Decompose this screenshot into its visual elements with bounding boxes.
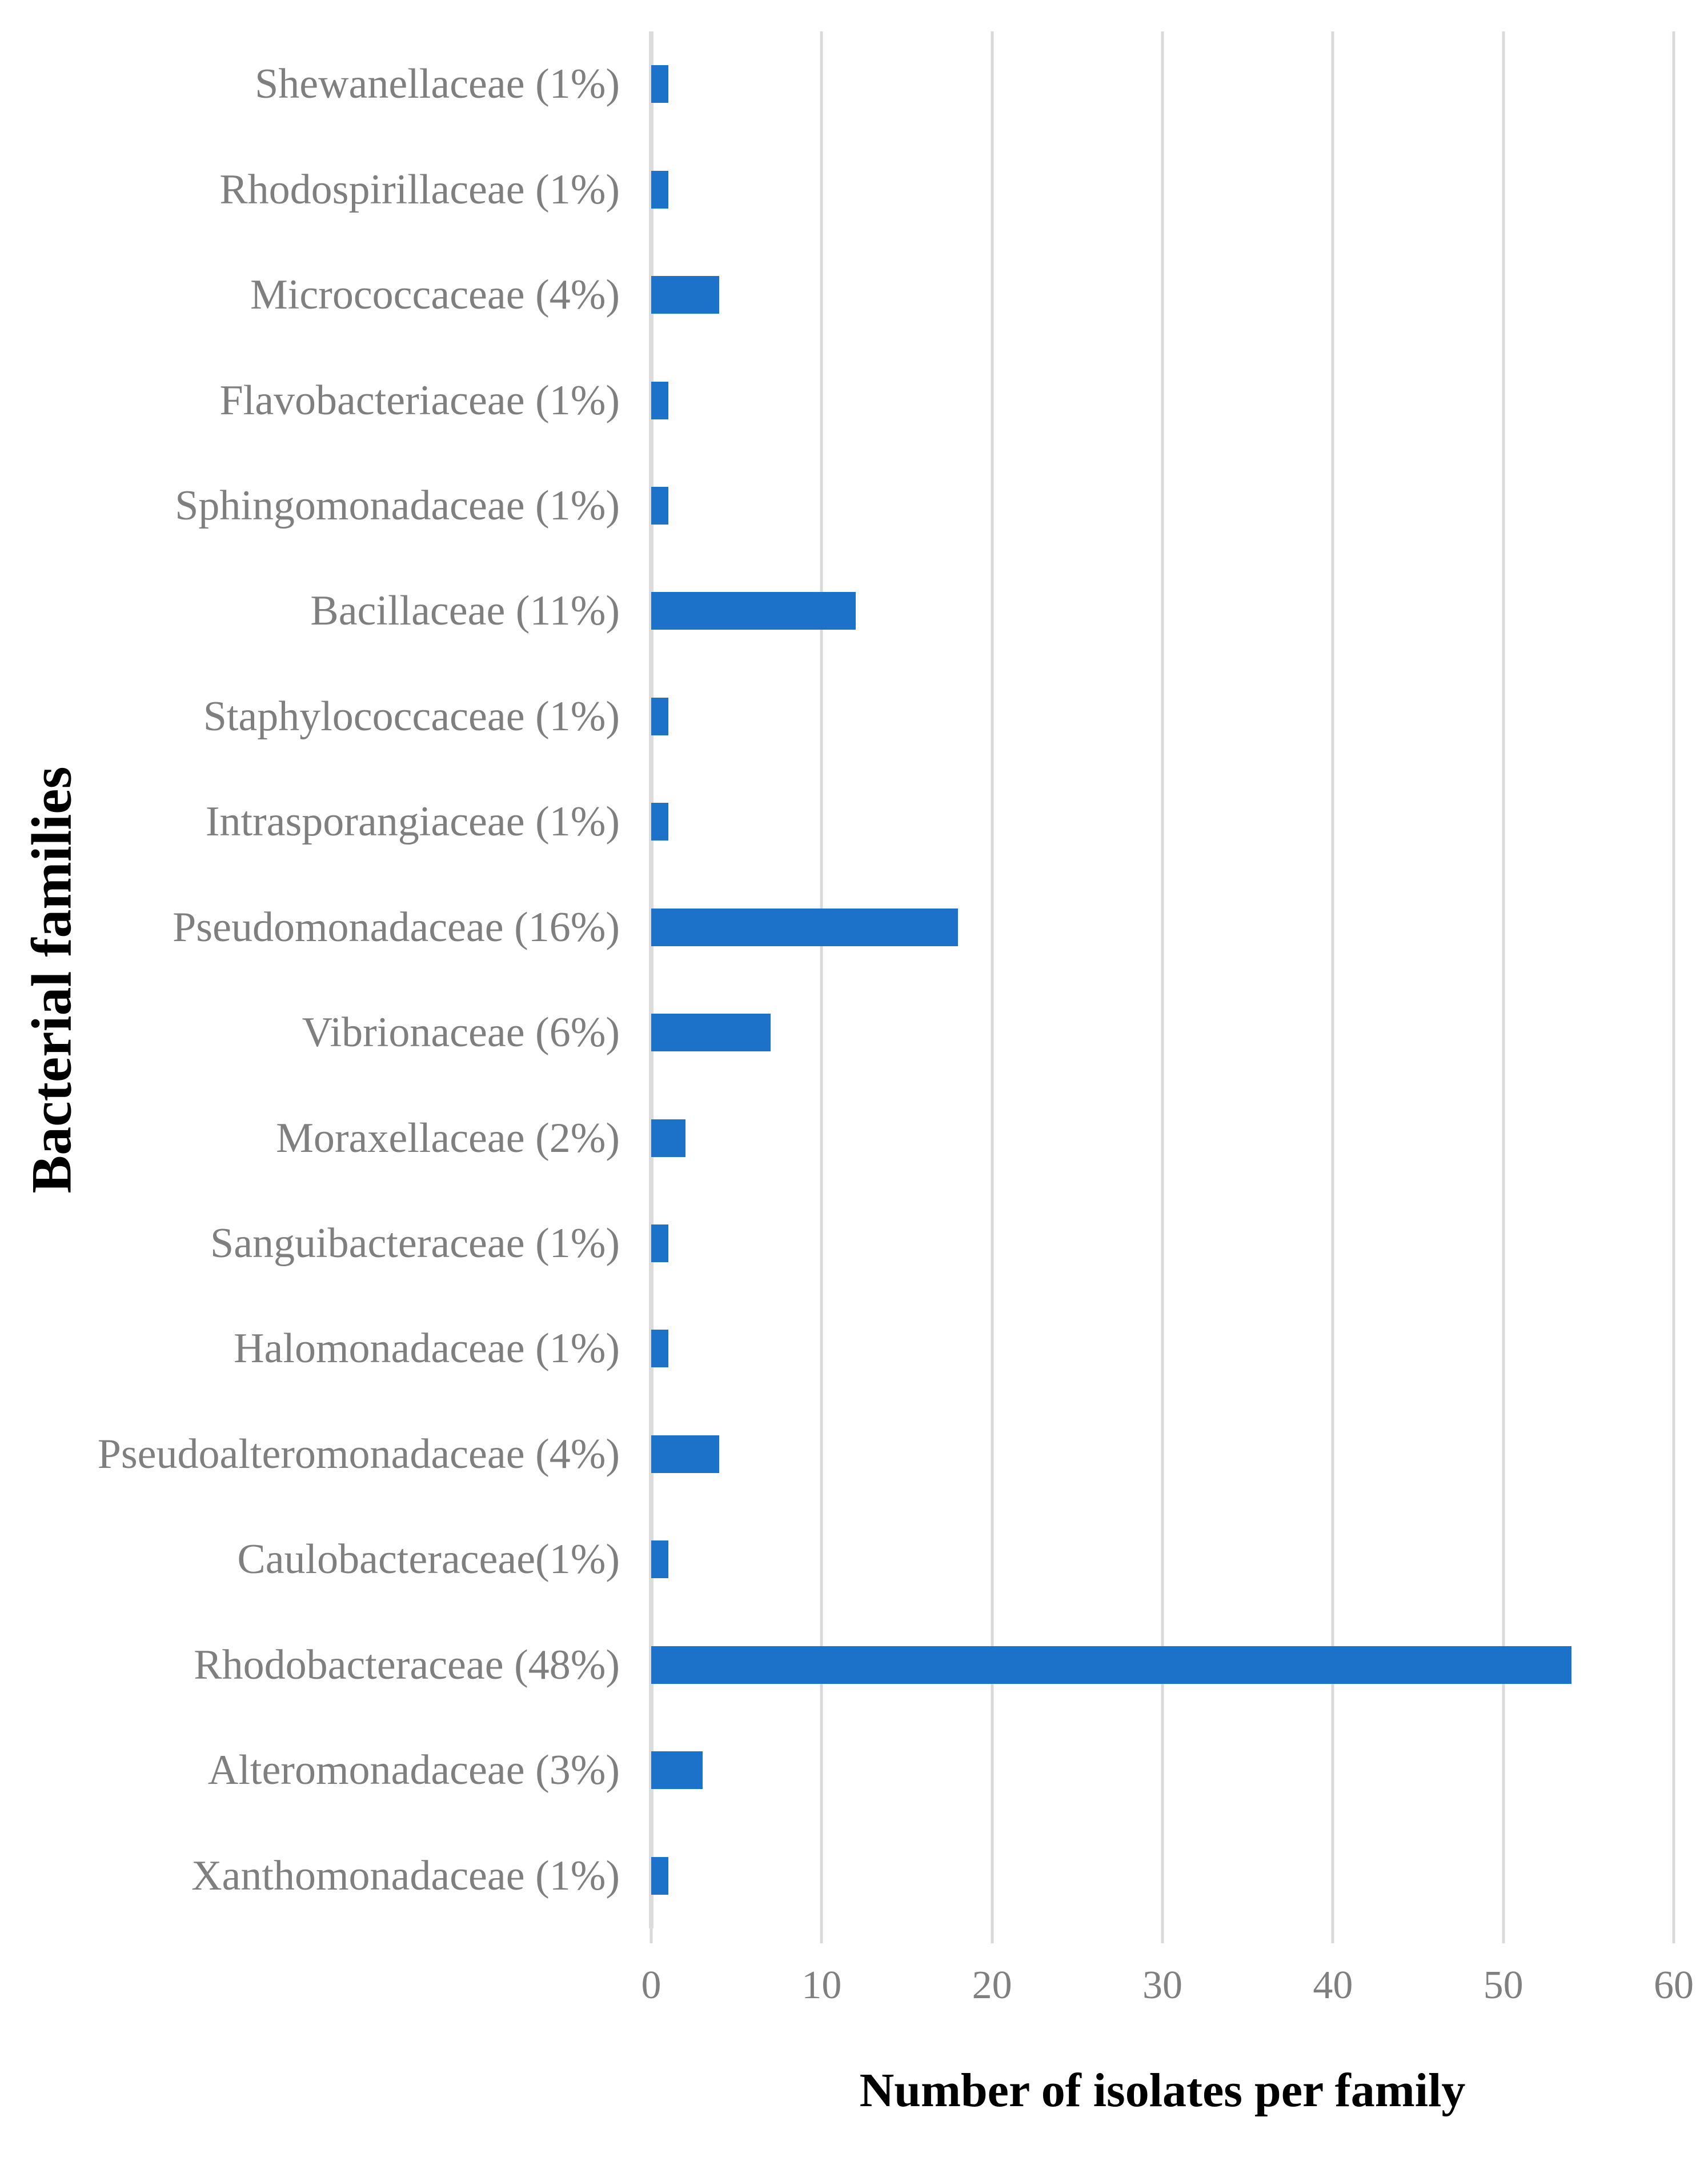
x-axis-title: Number of isolates per family (859, 2064, 1466, 2117)
category-row: Shewanellaceae (1%) (0, 31, 620, 137)
y-axis-line (649, 31, 653, 1928)
bar-row (651, 1507, 1674, 1612)
category-label: Rhodobacteraceae (48%) (194, 1641, 620, 1688)
tick-mark (1161, 1928, 1164, 1943)
tick-mark (820, 1928, 823, 1943)
bar (651, 908, 958, 946)
bar (651, 1224, 668, 1263)
bar-row (651, 1612, 1674, 1718)
category-label: Shewanellaceae (1%) (255, 61, 620, 108)
category-row: Micrococcaceae (4%) (0, 242, 620, 347)
bar-row (651, 137, 1674, 242)
category-label: Sphingomonadaceae (1%) (175, 482, 620, 529)
category-label: Bacillaceae (11%) (310, 587, 620, 635)
tick-mark (1331, 1928, 1334, 1943)
bar (651, 1856, 668, 1895)
tick-mark (1502, 1928, 1505, 1943)
gridline (1672, 31, 1675, 1928)
category-row: Rhodospirillaceae (1%) (0, 137, 620, 242)
bar-row (651, 242, 1674, 347)
category-labels-column: Shewanellaceae (1%) Rhodospirillaceae (1%… (0, 31, 620, 1928)
bar (651, 486, 668, 525)
x-tick-label: 20 (972, 1963, 1012, 2007)
bar-row (651, 1402, 1674, 1507)
bar (651, 1119, 685, 1157)
category-row: Sphingomonadaceae (1%) (0, 453, 620, 558)
bar-row (651, 980, 1674, 1085)
x-tick-label: 10 (801, 1963, 842, 2007)
gridline (1502, 31, 1505, 1928)
category-row: Staphylococcaceae (1%) (0, 664, 620, 769)
gridline (1331, 31, 1334, 1928)
bar-row (651, 1296, 1674, 1401)
bar (651, 697, 668, 735)
bar-row (651, 1823, 1674, 1928)
category-label: Rhodospirillaceae (1%) (219, 166, 620, 213)
bar (651, 381, 668, 419)
category-label: Intrasporangiaceae (1%) (205, 798, 620, 846)
x-tick-label: 60 (1654, 1963, 1694, 2007)
bar (651, 276, 720, 314)
category-row: Xanthomonadaceae (1%) (0, 1823, 620, 1928)
category-label: Staphylococcaceae (1%) (203, 693, 620, 740)
category-label: Flavobacteriaceae (1%) (219, 377, 620, 424)
category-label: Micrococcaceae (4%) (250, 271, 620, 319)
x-tick-label: 40 (1313, 1963, 1353, 2007)
category-row: Intrasporangiaceae (1%) (0, 769, 620, 874)
category-label: Halomonadaceae (1%) (234, 1325, 620, 1372)
category-row: Alteromonadaceae (3%) (0, 1718, 620, 1823)
x-tick-label: 30 (1142, 1963, 1182, 2007)
bar (651, 1435, 720, 1473)
gridline (991, 31, 994, 1928)
bar (651, 1646, 1571, 1684)
category-row: Vibrionaceae (6%) (0, 980, 620, 1085)
bar-row (651, 875, 1674, 980)
bar-row (651, 769, 1674, 874)
category-label: Xanthomonadaceae (1%) (191, 1852, 620, 1899)
category-row: Pseudoalteromonadaceae (4%) (0, 1402, 620, 1507)
category-label: Moraxellaceae (2%) (276, 1114, 620, 1162)
x-axis-tick-labels: 0 10 20 30 40 50 60 (641, 1963, 1694, 2017)
bar (651, 170, 668, 209)
category-label: Pseudomonadaceae (16%) (173, 903, 620, 951)
category-label: Sanguibacteraceae (1%) (210, 1220, 620, 1267)
category-row: Rhodobacteraceae (48%) (0, 1612, 620, 1718)
bar (651, 1330, 668, 1368)
bar (651, 592, 856, 630)
category-label: Vibrionaceae (6%) (302, 1009, 620, 1057)
x-tick-label: 50 (1483, 1963, 1523, 2007)
bar-row (651, 1085, 1674, 1190)
gridline (820, 31, 823, 1928)
category-row: Halomonadaceae (1%) (0, 1296, 620, 1401)
bar-row (651, 1718, 1674, 1823)
category-row: Flavobacteriaceae (1%) (0, 347, 620, 453)
category-label: Caulobacteraceae(1%) (237, 1536, 620, 1583)
tick-mark (991, 1928, 994, 1943)
bar (651, 1014, 771, 1052)
tick-mark (1672, 1928, 1675, 1943)
bar-row (651, 347, 1674, 453)
tick-mark (649, 1928, 653, 1943)
bar (651, 65, 668, 103)
category-label: Pseudoalteromonadaceae (4%) (97, 1430, 620, 1478)
gridline (1161, 31, 1164, 1928)
bar (651, 803, 668, 841)
x-tick-label: 0 (641, 1963, 661, 2007)
bar-row (651, 558, 1674, 663)
category-label: Alteromonadaceae (3%) (207, 1747, 620, 1794)
bars-layer (651, 31, 1674, 1928)
bar-row (651, 453, 1674, 558)
bar (651, 1540, 668, 1579)
category-row: Caulobacteraceae(1%) (0, 1507, 620, 1612)
category-row: Bacillaceae (11%) (0, 558, 620, 663)
plot-area (649, 31, 1675, 1943)
bar-row (651, 31, 1674, 137)
bar-row (651, 664, 1674, 769)
category-row: Sanguibacteraceae (1%) (0, 1191, 620, 1296)
bar-row (651, 1191, 1674, 1296)
bar (651, 1751, 703, 1790)
category-row: Moraxellaceae (2%) (0, 1085, 620, 1190)
category-row: Pseudomonadaceae (16%) (0, 875, 620, 980)
